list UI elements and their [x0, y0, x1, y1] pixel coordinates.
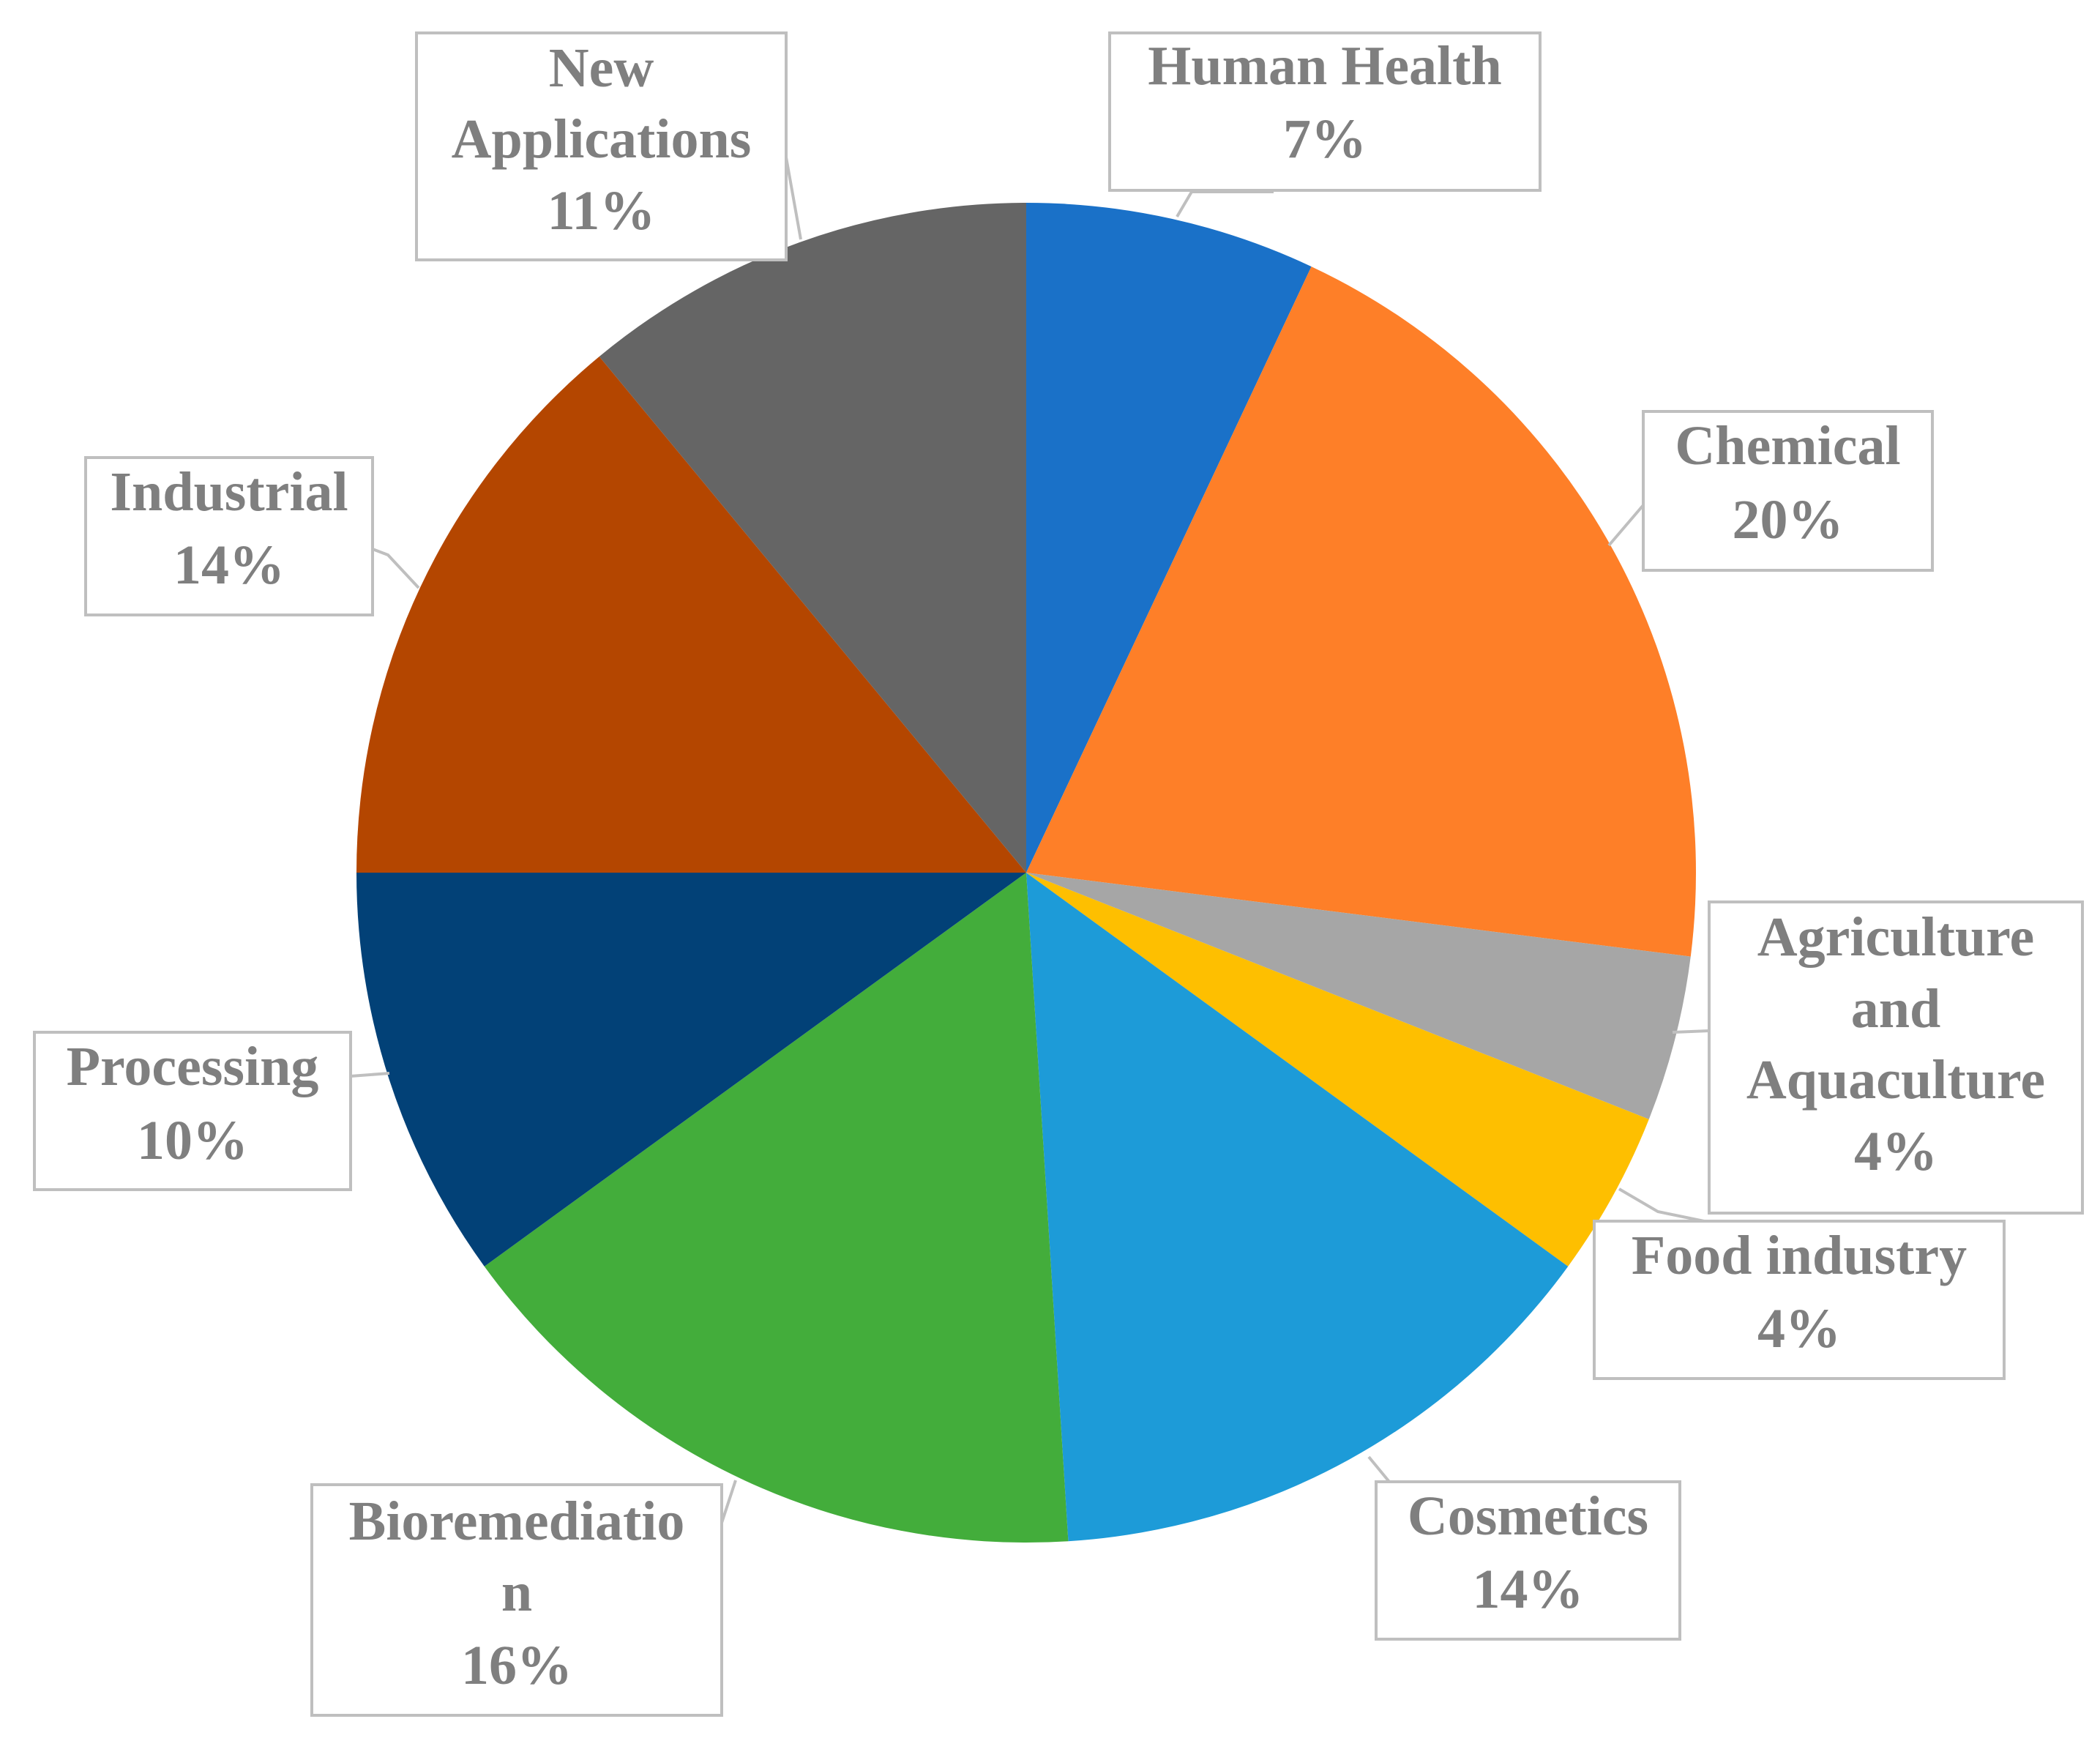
- pie-slice-new-applications: [599, 203, 1026, 873]
- pie-slice-processing: [356, 873, 1026, 1267]
- leader-line: [1618, 1187, 1705, 1223]
- data-label-category: Agriculture: [1757, 906, 2035, 968]
- data-label-box: [310, 1483, 723, 1717]
- data-label-value: 10%: [137, 1110, 248, 1171]
- data-label-box: [1593, 1220, 2006, 1380]
- data-label-category: Cosmetics: [1408, 1485, 1648, 1547]
- data-label: Agriculture and Aquaculture 4%: [1708, 900, 2084, 1215]
- data-label: Food industry 4%: [1593, 1220, 2006, 1380]
- data-label-category: Processing: [67, 1036, 319, 1097]
- data-label: New Applications 11%: [415, 31, 788, 261]
- data-label-category: Bioremediatio: [349, 1491, 685, 1552]
- data-label-category: Human Health: [1148, 35, 1502, 97]
- label-leader-lines: [350, 157, 1710, 1523]
- data-label: Industrial 14%: [84, 456, 374, 616]
- pie-slice-food-industry: [1026, 873, 1649, 1267]
- data-label-category: Applications: [452, 108, 752, 170]
- leader-line: [372, 548, 420, 589]
- data-label-box: [1375, 1480, 1681, 1641]
- pie-slice-human-health: [1026, 203, 1312, 873]
- data-label: Human Health 7%: [1108, 31, 1542, 192]
- pie-slice-cosmetics: [1026, 873, 1569, 1542]
- data-label-category: Food industry: [1632, 1225, 1967, 1286]
- slice-labels: Human Health7%Chemical20%AgricultureandA…: [33, 31, 2084, 1717]
- data-label-value: 4%: [1854, 1121, 1938, 1182]
- leader-line: [720, 1480, 737, 1523]
- leader-line: [785, 157, 802, 240]
- pie-slice-bioremediation: [484, 873, 1069, 1543]
- pie-slice-industrial: [356, 356, 1026, 873]
- pie-slices: [356, 203, 1696, 1543]
- data-label-category: New: [549, 37, 654, 99]
- data-label-value: 11%: [548, 180, 656, 242]
- data-label: Chemical 20%: [1642, 410, 1934, 572]
- leader-line: [1176, 190, 1274, 218]
- data-label-value: 16%: [461, 1635, 572, 1696]
- data-label-category: Industrial: [110, 461, 348, 523]
- data-label-box: [33, 1031, 352, 1191]
- data-label-category: and: [1851, 978, 1941, 1040]
- data-label-box: [1642, 410, 1934, 572]
- data-label-box: [84, 456, 374, 616]
- data-label-value: 14%: [1473, 1559, 1584, 1620]
- data-label-value: 4%: [1757, 1298, 1841, 1360]
- pie-slice-chemical: [1026, 266, 1696, 957]
- data-label: Processing 10%: [33, 1031, 352, 1191]
- data-label-category: Aquaculture: [1746, 1049, 2045, 1111]
- leader-line: [350, 1072, 390, 1078]
- data-label-value: 14%: [173, 534, 285, 596]
- data-label: Cosmetics 14%: [1375, 1480, 1681, 1641]
- data-label-category: n: [501, 1562, 532, 1623]
- data-label: Bioremediatio n 16%: [310, 1483, 723, 1717]
- data-label-box: [1108, 31, 1542, 192]
- data-label-box: [415, 31, 788, 261]
- leader-line: [1672, 1029, 1710, 1034]
- data-label-box: [1708, 900, 2084, 1215]
- leader-line: [1367, 1455, 1391, 1483]
- data-label-value: 20%: [1733, 489, 1844, 551]
- data-label-category: Chemical: [1675, 415, 1900, 477]
- pie-slice-agriculture-and-aquaculture: [1026, 873, 1691, 1119]
- data-label-value: 7%: [1283, 108, 1367, 170]
- leader-line: [1607, 504, 1645, 547]
